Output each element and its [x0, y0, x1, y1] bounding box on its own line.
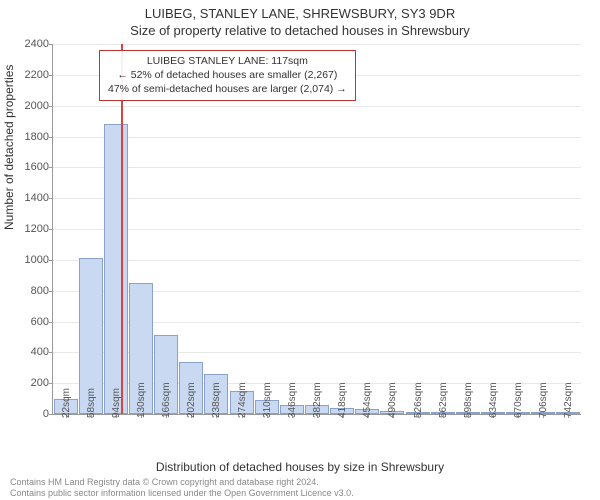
- info-box-line: 47% of semi-detached houses are larger (…: [108, 82, 347, 96]
- ytick-label: 2200: [25, 69, 49, 81]
- histogram-bar: [104, 124, 128, 414]
- ytick-mark: [49, 352, 53, 353]
- xtick-label: 526sqm: [413, 382, 424, 418]
- xtick-label: 202sqm: [186, 382, 197, 418]
- ytick-mark: [49, 137, 53, 138]
- ytick-mark: [49, 198, 53, 199]
- xtick-label: 490sqm: [387, 382, 398, 418]
- ytick-label: 200: [31, 377, 49, 389]
- ytick-mark: [49, 167, 53, 168]
- gridline: [53, 137, 581, 138]
- info-box-line: LUIBEG STANLEY LANE: 117sqm: [108, 54, 347, 68]
- ytick-label: 800: [31, 285, 49, 297]
- gridline: [53, 198, 581, 199]
- ytick-label: 600: [31, 316, 49, 328]
- ytick-label: 1000: [25, 254, 49, 266]
- xtick-label: 562sqm: [438, 382, 449, 418]
- ytick-label: 1200: [25, 223, 49, 235]
- ytick-label: 1800: [25, 131, 49, 143]
- footer-attribution: Contains HM Land Registry data © Crown c…: [10, 477, 354, 498]
- gridline: [53, 229, 581, 230]
- y-axis-label: Number of detached properties: [2, 65, 16, 230]
- xtick-label: 454sqm: [362, 382, 373, 418]
- info-box-line: ← 52% of detached houses are smaller (2,…: [108, 68, 347, 82]
- footer-line1: Contains HM Land Registry data © Crown c…: [10, 477, 354, 487]
- gridline: [53, 167, 581, 168]
- ytick-mark: [49, 229, 53, 230]
- title-address: LUIBEG, STANLEY LANE, SHREWSBURY, SY3 9D…: [0, 0, 600, 21]
- xtick-label: 238sqm: [211, 382, 222, 418]
- xtick-label: 742sqm: [563, 382, 574, 418]
- xtick-label: 310sqm: [262, 382, 273, 418]
- xtick-label: 418sqm: [337, 382, 348, 418]
- xtick-label: 670sqm: [513, 382, 524, 418]
- ytick-mark: [49, 322, 53, 323]
- xtick-label: 58sqm: [86, 388, 97, 418]
- ytick-mark: [49, 291, 53, 292]
- ytick-mark: [49, 75, 53, 76]
- xtick-label: 346sqm: [287, 382, 298, 418]
- xtick-label: 166sqm: [161, 382, 172, 418]
- ytick-mark: [49, 260, 53, 261]
- gridline: [53, 44, 581, 45]
- title-subtitle: Size of property relative to detached ho…: [0, 21, 600, 38]
- xtick-label: 382sqm: [312, 382, 323, 418]
- property-info-box: LUIBEG STANLEY LANE: 117sqm← 52% of deta…: [99, 50, 356, 101]
- ytick-label: 2400: [25, 38, 49, 50]
- xtick-label: 634sqm: [488, 382, 499, 418]
- ytick-mark: [49, 414, 53, 415]
- footer-line2: Contains public sector information licen…: [10, 488, 354, 498]
- ytick-mark: [49, 383, 53, 384]
- xtick-label: 274sqm: [237, 382, 248, 418]
- ytick-label: 0: [43, 408, 49, 420]
- xtick-label: 598sqm: [463, 382, 474, 418]
- ytick-label: 400: [31, 346, 49, 358]
- xtick-label: 130sqm: [136, 382, 147, 418]
- gridline: [53, 260, 581, 261]
- xtick-label: 22sqm: [61, 388, 72, 418]
- ytick-label: 2000: [25, 100, 49, 112]
- ytick-mark: [49, 44, 53, 45]
- gridline: [53, 106, 581, 107]
- xtick-label: 706sqm: [538, 382, 549, 418]
- x-axis-label: Distribution of detached houses by size …: [0, 460, 600, 474]
- ytick-mark: [49, 106, 53, 107]
- histogram-chart: 0200400600800100012001400160018002000220…: [52, 44, 581, 415]
- ytick-label: 1400: [25, 192, 49, 204]
- ytick-label: 1600: [25, 161, 49, 173]
